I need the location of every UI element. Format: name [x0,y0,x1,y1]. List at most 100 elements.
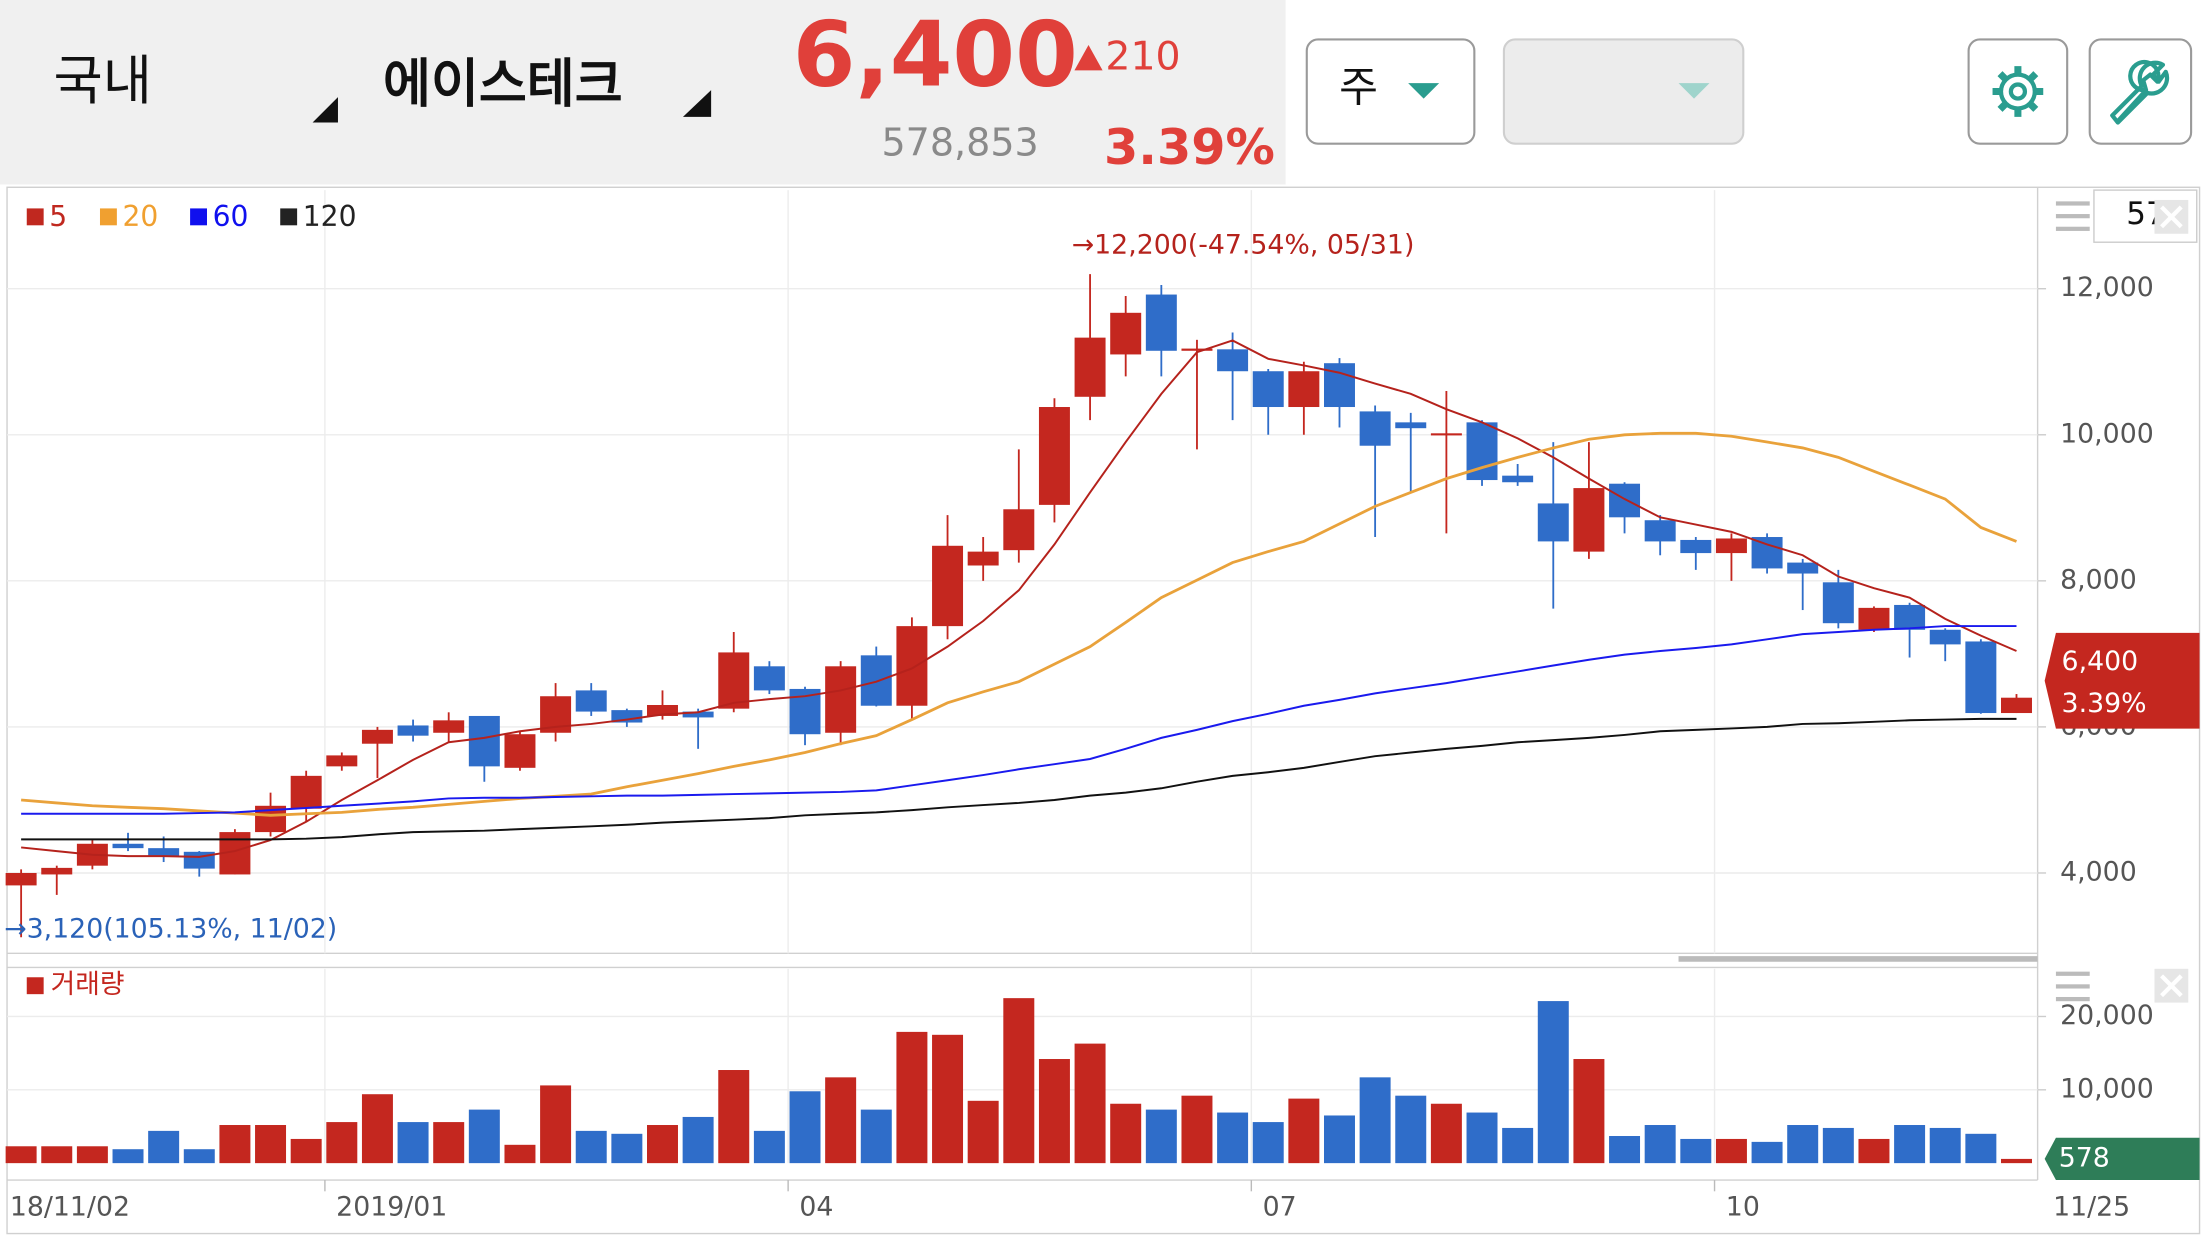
legend-label: 60 [213,200,249,233]
menu-bar[interactable] [2055,996,2090,1002]
gear-icon [1992,66,2044,117]
change-rate: 3.39% [1104,118,1275,176]
x-tick-label: 04 [799,1192,833,1223]
candle-body [967,551,999,566]
volume-bar [647,1125,678,1164]
moving-average-line [21,625,2017,815]
legend-label: 20 [123,200,159,233]
volume-legend-swatch [26,977,44,995]
period-dropdown[interactable] [1305,38,1476,145]
extreme-annotation: →3,120(105.13%, 11/02) [4,914,337,945]
y-tick-label: 4,000 [2060,856,2137,887]
up-arrow-icon [1074,45,1103,71]
candle-body [575,690,607,712]
candle-body [1609,483,1641,518]
volume-bar [1787,1125,1819,1164]
moving-average-line [21,717,2017,841]
stock-name[interactable]: 에이스테크 [383,54,623,114]
candle-body [1822,582,1854,624]
volume-bar [41,1146,73,1164]
volume-bar [860,1109,892,1164]
candle-body [433,720,465,733]
indicator-dropdown[interactable] [1502,38,1745,145]
candle-body [753,666,785,691]
volume-tag-label: 578 [2059,1142,2110,1173]
current-price: 6,400 [793,2,1078,107]
candle-body [1787,562,1819,574]
candle-body [1858,607,1890,630]
volume-bar [1359,1077,1391,1164]
volume-bar [753,1130,785,1164]
volume-bar [219,1125,251,1164]
menu-bar[interactable] [2055,971,2090,976]
volume-bar [1573,1059,1605,1164]
candle-body [825,666,857,733]
volume-bar [183,1149,215,1164]
y-tick-label: 10,000 [2060,1073,2154,1104]
volume-bar [896,1031,928,1164]
volume-bar [1145,1109,1177,1164]
candle-body [1145,294,1177,351]
price-menu-icon[interactable] [2055,201,2090,231]
volume-bar [1502,1127,1534,1164]
volume-bar [1430,1103,1462,1164]
menu-bar[interactable] [2055,226,2090,231]
candle-body [682,711,714,718]
candle-body [718,652,750,709]
indicator-dropdown-arrow[interactable] [1678,83,1710,99]
price-tag-change: 3.39% [2062,688,2147,719]
volume-bar [1644,1125,1676,1164]
trade-volume: 578,853 [882,121,1039,165]
legend-label: 120 [303,200,357,233]
volume-bar [1395,1095,1427,1164]
x-tick-label: 10 [1726,1192,1760,1223]
candle-body [896,626,928,706]
volume-bar [1822,1127,1854,1164]
volume-bar [1858,1138,1890,1164]
candle-body [1751,537,1783,569]
candle-body [1430,433,1462,436]
period-label[interactable]: 주 [1339,63,1378,112]
menu-bar[interactable] [2055,214,2090,219]
candle-body [5,872,37,886]
volume-menu-icon[interactable] [2055,971,2090,1002]
market-selector[interactable]: 국내 [54,49,152,112]
candle-body [1502,475,1534,483]
candle-body [1395,422,1427,429]
candle-body [326,755,358,767]
menu-bar[interactable] [2055,984,2090,989]
volume-bar [1715,1138,1747,1164]
candle-body [41,867,73,875]
wrench-outline [2110,60,2170,125]
legend-swatch [280,208,298,226]
settings-button[interactable] [1967,38,2069,145]
volume-bar [611,1133,643,1164]
candle-body [397,725,429,736]
volume-bar [397,1122,429,1164]
candle-body [504,734,536,768]
volume-bar [112,1149,144,1164]
volume-legend-label: 거래량 [51,969,125,1000]
candle-body [1680,539,1712,554]
volume-bar [1929,1127,1961,1164]
volume-bar [967,1100,999,1164]
price-change: 210 [1105,34,1180,80]
volume-bar [1680,1138,1712,1164]
candle-body [1537,503,1569,542]
period-dropdown-arrow[interactable] [1408,83,1440,99]
volume-bar [504,1144,536,1164]
volume-bar [789,1091,821,1164]
volume-bar [148,1130,180,1164]
candle-body [1181,348,1213,351]
candle-body [290,775,322,809]
price-tag-label: 6,400 [2062,646,2139,677]
volume-bar [5,1146,37,1164]
menu-bar[interactable] [2055,201,2090,206]
market-dropdown-arrow[interactable] [312,97,338,123]
x-tick-label: 18/11/02 [10,1192,130,1223]
candle-body [1644,520,1676,542]
moving-average-line [21,431,2018,817]
volume-bar [1537,1001,1569,1164]
candle-body [1715,538,1747,554]
